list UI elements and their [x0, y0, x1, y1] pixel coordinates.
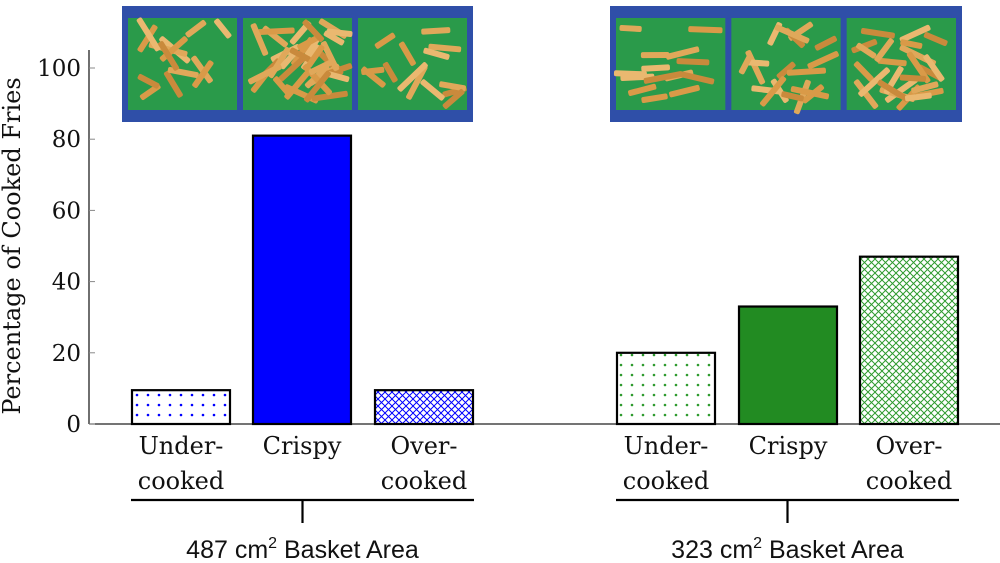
- category-label: cooked: [866, 467, 952, 495]
- y-tick-label: 0: [66, 412, 81, 438]
- category-labels: Under-cooked Crispy Over-cooked 487 cm2 Bas…: [131, 432, 959, 563]
- fries-photos: [122, 6, 962, 122]
- category-label: Over-: [875, 432, 942, 460]
- category-label: Crispy: [749, 432, 828, 460]
- category-label: Over-: [390, 432, 457, 460]
- group-label: 487 cm2 Basket Area: [186, 535, 419, 563]
- axes: 0 20 40 60 80 100: [37, 50, 1000, 438]
- y-tick-label: 60: [52, 198, 81, 224]
- y-tick-label: 100: [37, 56, 81, 82]
- bar-crispy: [251, 134, 353, 426]
- category-label: cooked: [623, 467, 709, 495]
- y-tick-label: 40: [52, 270, 81, 296]
- bar-over-cooked: [373, 389, 475, 426]
- bar-under-cooked: [615, 351, 717, 426]
- bar-under-cooked: [130, 389, 232, 426]
- bar-over-cooked: [858, 255, 960, 426]
- fries-photo: [122, 6, 473, 122]
- category-label: Crispy: [263, 432, 342, 460]
- category-label: cooked: [381, 467, 467, 495]
- y-axis-label: Percentage of Cooked Fries: [0, 77, 26, 414]
- category-label: Under-: [139, 432, 224, 460]
- y-tick-label: 80: [52, 127, 81, 153]
- bars: [130, 134, 960, 426]
- bar-crispy: [737, 305, 839, 426]
- group-label: 323 cm2 Basket Area: [671, 535, 904, 563]
- y-tick-label: 20: [52, 341, 81, 367]
- category-label: cooked: [138, 467, 224, 495]
- fries-photo: [610, 6, 962, 122]
- category-label: Under-: [624, 432, 709, 460]
